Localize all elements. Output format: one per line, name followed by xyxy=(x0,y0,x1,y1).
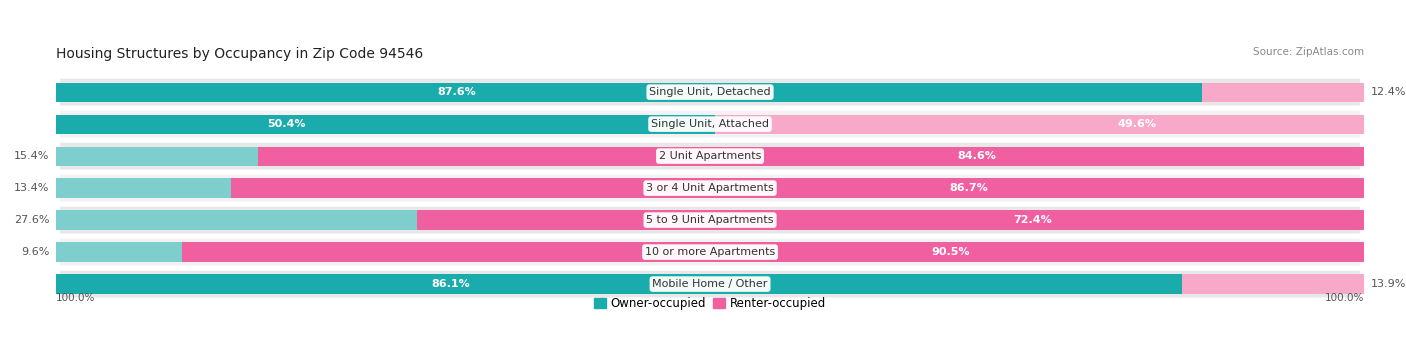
FancyBboxPatch shape xyxy=(60,79,1360,106)
Text: Single Unit, Detached: Single Unit, Detached xyxy=(650,87,770,97)
Legend: Owner-occupied, Renter-occupied: Owner-occupied, Renter-occupied xyxy=(589,293,831,315)
Text: 86.7%: 86.7% xyxy=(949,183,988,193)
Bar xyxy=(56,178,232,198)
Bar xyxy=(418,210,1364,230)
FancyBboxPatch shape xyxy=(60,143,1360,169)
Text: 13.9%: 13.9% xyxy=(1371,279,1406,289)
Bar xyxy=(56,83,1202,102)
Text: 100.0%: 100.0% xyxy=(1324,293,1364,302)
FancyBboxPatch shape xyxy=(60,175,1360,202)
Text: 27.6%: 27.6% xyxy=(14,215,49,225)
FancyBboxPatch shape xyxy=(60,207,1360,234)
Bar xyxy=(56,275,1182,294)
Bar xyxy=(56,147,257,166)
Text: 2 Unit Apartments: 2 Unit Apartments xyxy=(659,151,761,161)
Bar xyxy=(716,115,1364,134)
FancyBboxPatch shape xyxy=(60,111,1360,137)
Bar xyxy=(257,147,1364,166)
Bar xyxy=(232,178,1365,198)
Text: 3 or 4 Unit Apartments: 3 or 4 Unit Apartments xyxy=(647,183,773,193)
Text: Source: ZipAtlas.com: Source: ZipAtlas.com xyxy=(1253,47,1364,57)
Text: 87.6%: 87.6% xyxy=(437,87,477,97)
Text: 10 or more Apartments: 10 or more Apartments xyxy=(645,247,775,257)
Text: Mobile Home / Other: Mobile Home / Other xyxy=(652,279,768,289)
Text: 86.1%: 86.1% xyxy=(430,279,470,289)
Text: 84.6%: 84.6% xyxy=(957,151,995,161)
Text: 9.6%: 9.6% xyxy=(21,247,49,257)
Text: 72.4%: 72.4% xyxy=(1014,215,1052,225)
Text: Single Unit, Attached: Single Unit, Attached xyxy=(651,119,769,129)
Bar xyxy=(181,242,1365,262)
Text: 13.4%: 13.4% xyxy=(14,183,49,193)
FancyBboxPatch shape xyxy=(60,271,1360,297)
Text: 12.4%: 12.4% xyxy=(1371,87,1406,97)
Bar xyxy=(56,242,181,262)
Text: 15.4%: 15.4% xyxy=(14,151,49,161)
Text: 50.4%: 50.4% xyxy=(267,119,307,129)
Text: 100.0%: 100.0% xyxy=(56,293,96,302)
Bar xyxy=(1182,275,1364,294)
Bar xyxy=(56,115,716,134)
Bar xyxy=(1202,83,1364,102)
Bar xyxy=(56,210,418,230)
Text: 49.6%: 49.6% xyxy=(1118,119,1156,129)
Text: Housing Structures by Occupancy in Zip Code 94546: Housing Structures by Occupancy in Zip C… xyxy=(56,47,423,61)
Text: 90.5%: 90.5% xyxy=(932,247,970,257)
FancyBboxPatch shape xyxy=(60,239,1360,266)
Text: 5 to 9 Unit Apartments: 5 to 9 Unit Apartments xyxy=(647,215,773,225)
